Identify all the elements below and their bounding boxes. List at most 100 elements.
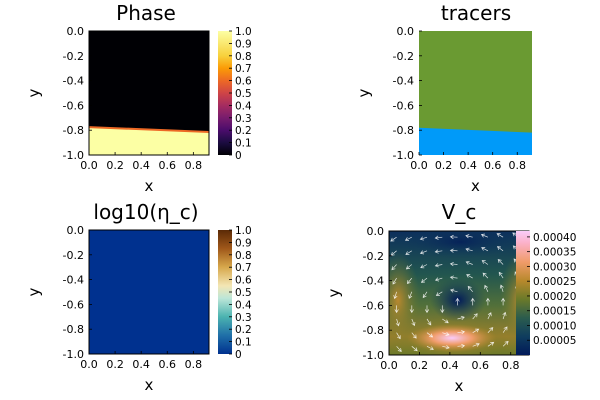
x-axis-label: x xyxy=(145,177,154,195)
velocity-arrow xyxy=(487,327,494,333)
y-tick-label: -0.4 xyxy=(63,274,84,287)
velocity-arrow xyxy=(481,247,489,252)
velocity-arrow xyxy=(485,297,491,306)
y-tick-label: -0.6 xyxy=(63,298,84,311)
colorbar-tick-label: 0.3 xyxy=(235,312,252,324)
velocity-arrow xyxy=(393,291,398,300)
x-tick-label: 0.4 xyxy=(441,359,459,372)
velocity-arrow xyxy=(426,345,434,351)
velocity-arrow xyxy=(480,233,489,238)
chart-title: tracers xyxy=(441,1,511,25)
colorbar-tick-label: 0.3 xyxy=(235,113,252,125)
velocity-arrow xyxy=(422,291,428,299)
colorbar-tick-label: 0.00005 xyxy=(533,335,576,347)
velocity-arrow xyxy=(408,291,413,299)
x-tick-label: 0.8 xyxy=(509,159,527,172)
y-tick-label: 0.0 xyxy=(367,225,385,238)
x-tick-label: 0.8 xyxy=(185,159,203,172)
colorbar-tick-label: 0.4 xyxy=(235,100,252,112)
velocity-arrow xyxy=(481,260,489,265)
velocity-arrow xyxy=(470,297,475,306)
colorbar-tick-label: 0.8 xyxy=(235,250,252,262)
velocity-arrow xyxy=(467,285,473,293)
colorbar-tick-label: 0.00030 xyxy=(533,261,576,273)
y-tick-label: -0.8 xyxy=(63,124,84,137)
x-tick-label: 0.6 xyxy=(472,359,490,372)
velocity-arrow xyxy=(457,343,466,349)
y-tick-label: -0.2 xyxy=(393,50,414,63)
velocity-arrow xyxy=(497,259,504,265)
x-axis-label: x xyxy=(145,376,154,394)
colorbar-tick-label: 0.6 xyxy=(235,275,252,287)
y-tick-label: -0.6 xyxy=(63,99,84,112)
velocity-arrow xyxy=(420,264,428,269)
velocity-arrow xyxy=(404,236,412,241)
y-tick-label: 0.0 xyxy=(67,25,85,38)
velocity-arrow xyxy=(395,318,400,327)
velocity-arrow xyxy=(419,250,428,255)
colorbar-tick-label: 0 xyxy=(235,349,242,361)
colorbar-tick-label: 0.9 xyxy=(235,237,252,249)
y-tick-label: 0.0 xyxy=(67,224,85,237)
colorbar-tick-label: 0.9 xyxy=(235,38,252,50)
chart-title: V_c xyxy=(442,200,477,224)
colorbar-tick-label: 0.7 xyxy=(235,63,252,75)
x-tick-label: 0.6 xyxy=(484,159,502,172)
x-tick-label: 0.4 xyxy=(459,159,477,172)
x-tick-label: 0.6 xyxy=(159,358,177,371)
velocity-arrow xyxy=(482,272,489,279)
colorbar-tick-label: 0.5 xyxy=(235,88,252,100)
colorbar-tick-label: 1.0 xyxy=(235,26,252,38)
colorbar-tick-label: 0.7 xyxy=(235,262,252,274)
y-tick-label: -0.2 xyxy=(363,250,384,263)
y-tick-label: -0.8 xyxy=(63,323,84,336)
log-eta-field xyxy=(89,230,209,354)
phase-interface-line xyxy=(88,126,210,134)
velocity-arrow xyxy=(396,332,401,340)
colorbar-tick-label: 0.2 xyxy=(235,324,252,336)
y-tick-label: -0.4 xyxy=(363,275,384,288)
x-tick-label: 0.2 xyxy=(411,359,429,372)
colorbar-tick-label: 0.00010 xyxy=(533,320,576,332)
x-tick-label: 0.0 xyxy=(80,358,98,371)
colorbar-tick-label: 0.6 xyxy=(235,76,252,88)
colorbar-tick-label: 0.8 xyxy=(235,51,252,63)
velocity-arrow xyxy=(409,305,414,314)
velocity-arrow xyxy=(502,326,508,333)
velocity-arrow xyxy=(450,288,458,293)
v-c-panel: V_c 0.0 -0.2 -0.4 -0.6 -0.8 -1.0 0.0 0.2 0.4 0.6… xyxy=(325,200,576,395)
velocity-arrow xyxy=(484,284,489,292)
velocity-arrow xyxy=(426,332,434,338)
y-tick-label: -1.0 xyxy=(63,348,84,361)
velocity-arrow xyxy=(440,305,445,314)
y-axis-label: y xyxy=(25,88,43,97)
x-tick-label: 0.0 xyxy=(410,159,428,172)
velocity-arrow xyxy=(455,297,460,306)
velocity-arrow xyxy=(390,236,397,242)
x-tick-label: 0.8 xyxy=(502,359,520,372)
velocity-arrow xyxy=(420,277,428,283)
velocity-arrow xyxy=(405,264,413,270)
y-tick-label: -0.2 xyxy=(63,249,84,262)
velocity-arrow xyxy=(487,341,495,347)
x-tick-label: 0.4 xyxy=(132,159,150,172)
plot-frame xyxy=(88,30,210,156)
y-tick-label: -0.6 xyxy=(393,99,414,112)
colorbar-tick-label: 0.00015 xyxy=(533,306,576,318)
velocity-arrow xyxy=(435,291,443,296)
y-tick-label: -0.8 xyxy=(363,324,384,337)
y-tick-label: -1.0 xyxy=(63,149,84,162)
x-axis-label: x xyxy=(471,177,480,195)
colorbar-tick-label: 0.1 xyxy=(235,138,252,150)
velocity-arrow xyxy=(457,330,466,335)
velocity-arrow xyxy=(498,271,504,279)
y-tick-label: -1.0 xyxy=(393,149,414,162)
velocity-arrow xyxy=(449,261,458,267)
colorbar-tick-label: 1.0 xyxy=(235,225,252,237)
velocity-arrow xyxy=(442,345,450,350)
velocity-arrow xyxy=(466,274,473,279)
velocity-arrow xyxy=(465,260,473,265)
velocity-arrow xyxy=(449,275,458,280)
colorbar-tick-label: 0.2 xyxy=(235,125,252,137)
y-tick-label: -0.8 xyxy=(393,124,414,137)
